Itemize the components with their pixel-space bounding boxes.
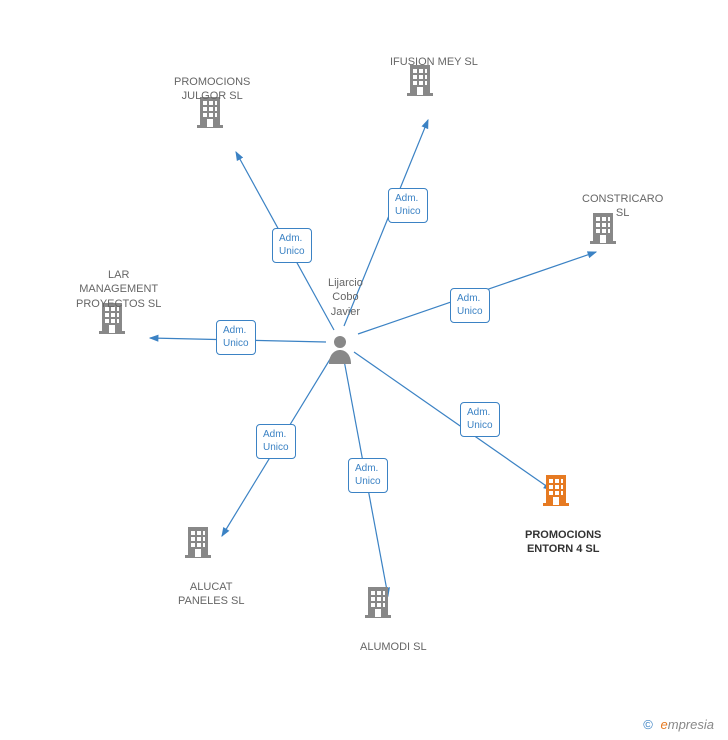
building-icon — [363, 585, 393, 619]
copyright-symbol: © — [643, 717, 653, 732]
edge-label: Adm. Unico — [216, 320, 256, 355]
brand-rest: mpresia — [668, 717, 714, 732]
edge-label: Adm. Unico — [348, 458, 388, 493]
company-node-label: ALUCAT PANELES SL — [178, 580, 244, 609]
company-node-label: PROMOCIONS JULGOR SL — [174, 75, 250, 104]
brand-first-letter: e — [661, 717, 668, 732]
person-icon — [327, 334, 353, 364]
company-node-label: CONSTRICARO SL — [582, 192, 663, 221]
edge-label: Adm. Unico — [460, 402, 500, 437]
company-node-label: PROMOCIONS ENTORN 4 SL — [525, 528, 601, 557]
company-node-label: ALUMODI SL — [360, 640, 427, 654]
center-node-label: Lijarcio Cobo Javier — [328, 276, 363, 319]
building-icon — [183, 525, 213, 559]
watermark: © empresia — [643, 717, 714, 732]
edge-label: Adm. Unico — [256, 424, 296, 459]
edge-label: Adm. Unico — [272, 228, 312, 263]
edge-label: Adm. Unico — [450, 288, 490, 323]
company-node-label: LAR MANAGEMENT PROYECTOS SL — [76, 268, 161, 311]
diagram-canvas — [0, 0, 728, 740]
building-icon — [541, 473, 571, 507]
company-node-label: IFUSION MEY SL — [390, 55, 478, 69]
edge-label: Adm. Unico — [388, 188, 428, 223]
